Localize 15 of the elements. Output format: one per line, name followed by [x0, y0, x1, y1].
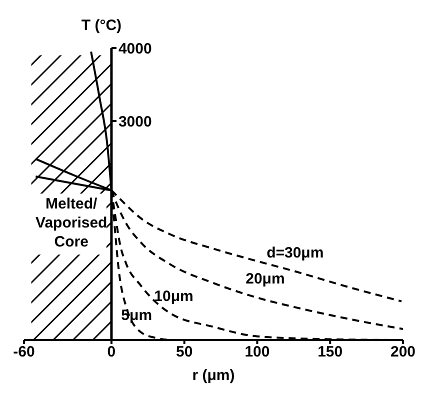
x-tick-label: 100 [244, 344, 270, 361]
x-tick-label: 0 [107, 344, 116, 361]
series-label: 10μm [154, 288, 194, 305]
x-tick-label: 50 [176, 344, 193, 361]
series-label: d=30μm [266, 244, 324, 262]
x-tick-label: 150 [318, 344, 343, 361]
x-tick-label: 200 [390, 344, 416, 361]
band-label: Melted/ Vaporised Core [36, 196, 108, 251]
series-label: 5μm [121, 306, 152, 324]
y-tick-label: 3000 [118, 113, 152, 130]
y-tick-label: 4000 [118, 40, 152, 58]
y-axis-title: T (°C) [81, 17, 122, 34]
x-tick-label: -60 [13, 344, 35, 361]
series-label: 20μm [246, 270, 285, 288]
x-axis-title: r (μm) [192, 367, 235, 384]
